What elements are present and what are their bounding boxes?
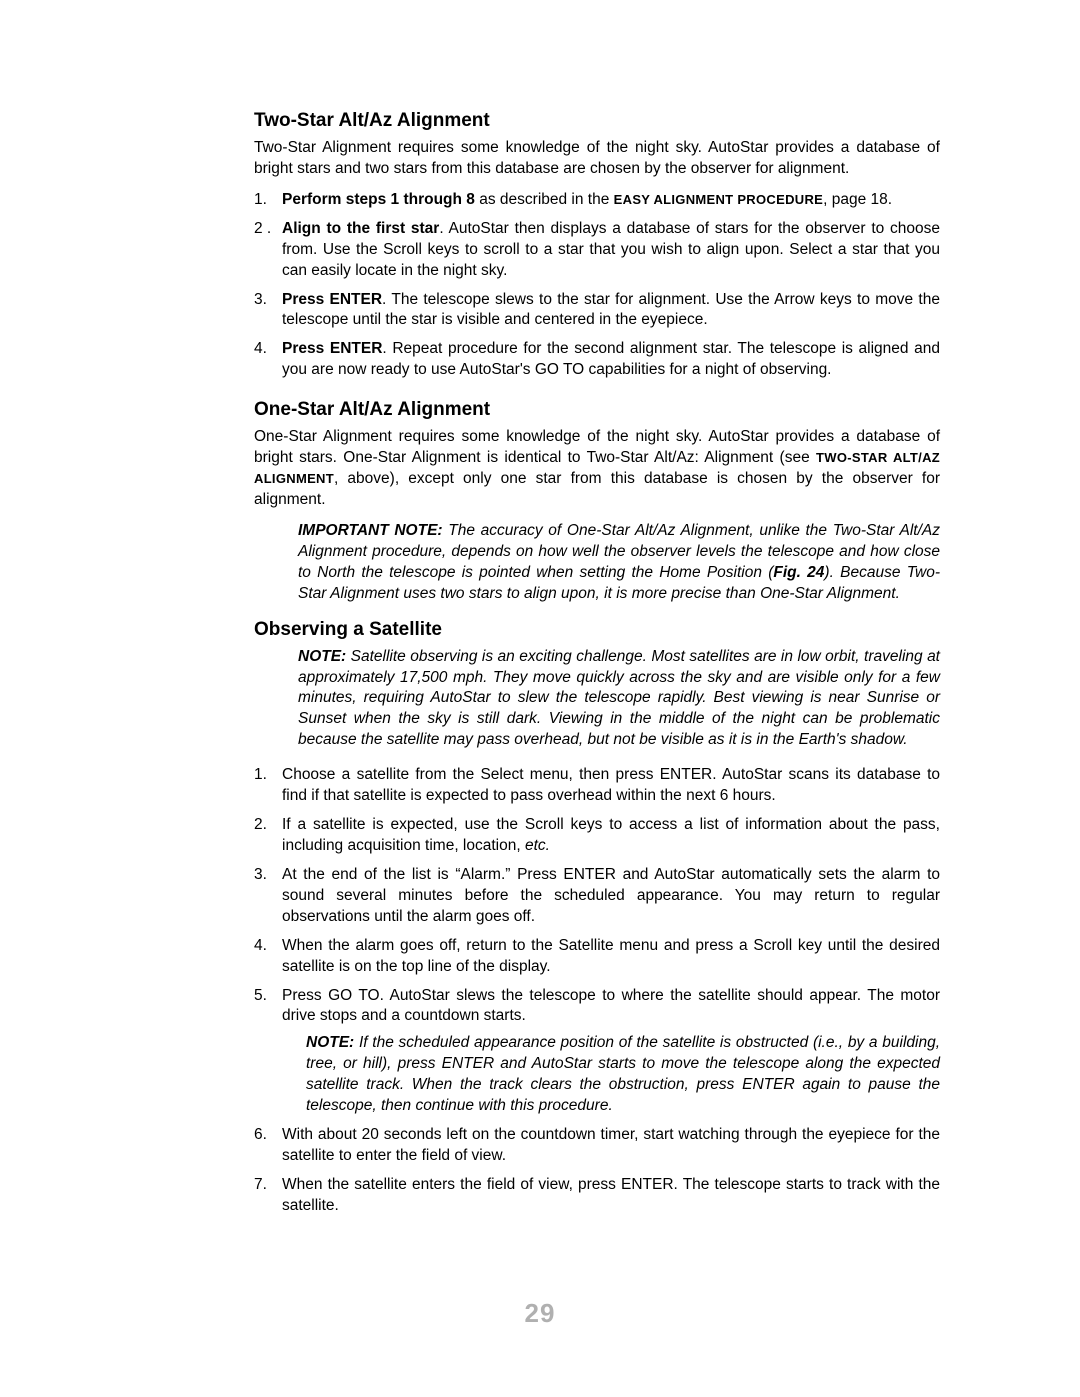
list-item: 7. When the satellite enters the field o… — [254, 1175, 940, 1217]
list-number: 3. — [254, 290, 267, 311]
list-item: 4. When the alarm goes off, return to th… — [254, 936, 940, 978]
bold-lead: Perform steps 1 through 8 — [282, 191, 479, 208]
list-number: 4. — [254, 936, 267, 957]
satellite-note: NOTE: Satellite observing is an exciting… — [298, 647, 940, 752]
note-text: Satellite observing is an exciting chall… — [298, 648, 940, 749]
text: as described in the — [479, 191, 613, 208]
bold-lead: Align to the first star — [282, 220, 439, 237]
list-number: 6. — [254, 1125, 267, 1146]
list-item: 3. Press ENTER. The telescope slews to t… — [254, 290, 940, 332]
list-number: 4. — [254, 339, 267, 360]
note-lead: IMPORTANT NOTE: — [298, 522, 443, 539]
list-number: 1. — [254, 190, 267, 211]
list-number: 2 . — [254, 219, 271, 240]
list-item: 4. Press ENTER. Repeat procedure for the… — [254, 339, 940, 381]
list-item: 2 . Align to the first star. AutoStar th… — [254, 219, 940, 282]
text: At the end of the list is “Alarm.” Press… — [282, 866, 940, 925]
list-number: 5. — [254, 986, 267, 1007]
note-lead: NOTE: — [298, 648, 346, 665]
list-number: 7. — [254, 1175, 267, 1196]
bold-lead: Press ENTER — [282, 291, 382, 308]
note-text: If the scheduled appearance position of … — [306, 1034, 940, 1114]
list-item: 3. At the end of the list is “Alarm.” Pr… — [254, 865, 940, 928]
text: If a satellite is expected, use the Scro… — [282, 816, 940, 854]
list-number: 3. — [254, 865, 267, 886]
smallcaps: EASY ALIGNMENT PROCEDURE — [614, 192, 823, 207]
text: With about 20 seconds left on the countd… — [282, 1126, 940, 1164]
heading-satellite: Observing a Satellite — [254, 619, 940, 641]
intro-one-star: One-Star Alignment requires some knowled… — [254, 427, 940, 511]
fig-ref: Fig. 24 — [773, 564, 824, 581]
text: When the alarm goes off, return to the S… — [282, 937, 940, 975]
heading-two-star: Two-Star Alt/Az Alignment — [254, 110, 940, 132]
bold-lead: Press ENTER — [282, 340, 382, 357]
list-item: 1. Choose a satellite from the Select me… — [254, 765, 940, 807]
heading-one-star: One-Star Alt/Az Alignment — [254, 399, 940, 421]
list-item: 6. With about 20 seconds left on the cou… — [254, 1125, 940, 1167]
list-item: 5. Press GO TO. AutoStar slews the teles… — [254, 986, 940, 1118]
text: Choose a satellite from the Select menu,… — [282, 766, 940, 804]
list-two-star: 1. Perform steps 1 through 8 as describe… — [254, 190, 940, 381]
list-item: 2. If a satellite is expected, use the S… — [254, 815, 940, 857]
list-number: 2. — [254, 815, 267, 836]
list-number: 1. — [254, 765, 267, 786]
document-page: Two-Star Alt/Az Alignment Two-Star Align… — [0, 0, 1080, 1217]
important-note: IMPORTANT NOTE: The accuracy of One-Star… — [298, 521, 940, 605]
text: , page 18. — [823, 191, 892, 208]
list-item: 1. Perform steps 1 through 8 as describe… — [254, 190, 940, 211]
text: When the satellite enters the field of v… — [282, 1176, 940, 1214]
text: , above), except only one star from this… — [254, 470, 940, 508]
note-lead: NOTE: — [306, 1034, 354, 1051]
intro-two-star: Two-Star Alignment requires some knowled… — [254, 138, 940, 180]
etc: etc. — [525, 837, 550, 854]
list-satellite: 1. Choose a satellite from the Select me… — [254, 765, 940, 1217]
page-number: 29 — [0, 1298, 1080, 1329]
inner-note: NOTE: If the scheduled appearance positi… — [306, 1033, 940, 1117]
text: Press GO TO. AutoStar slews the telescop… — [282, 987, 940, 1025]
